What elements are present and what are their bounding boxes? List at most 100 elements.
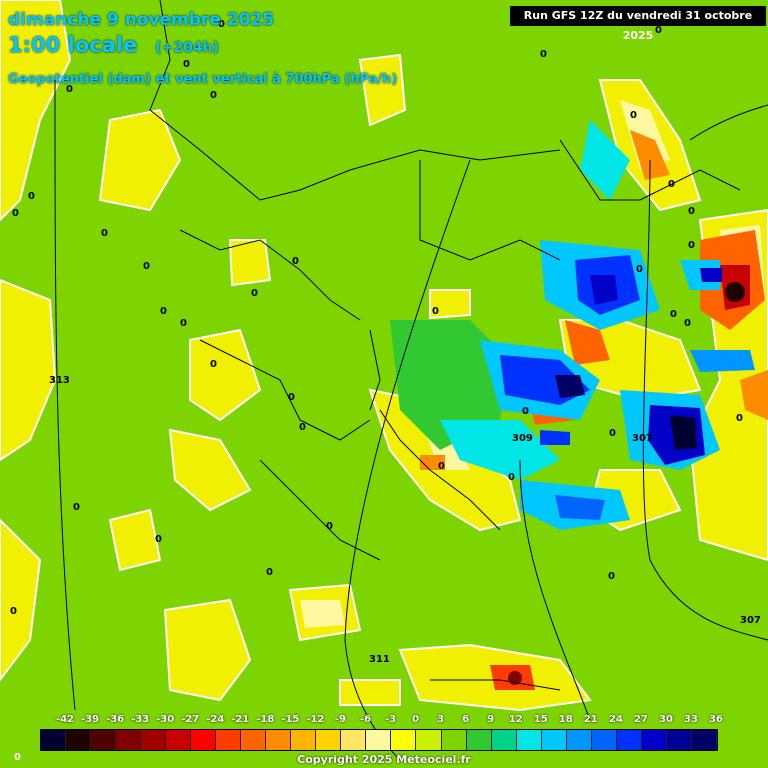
colorbar-swatch [216,730,242,750]
colorbar-tick: -3 [384,714,397,725]
colorbar-tick: -9 [334,714,346,725]
colorbar-swatch [491,730,517,750]
colorbar-tick: 0 [412,714,420,725]
contour-label-313: 313 [49,375,70,386]
contour-label: 0 [101,228,108,239]
contour-label: 0 [668,179,675,190]
colorbar-swatch [41,730,67,750]
contour-label: 0 [288,392,295,403]
contour-label: 0 [684,318,691,329]
colorbar-swatch [516,730,542,750]
colorbar-tick: -42 [55,714,75,725]
contour-label-307: 307 [740,615,761,626]
colorbar-tick: -24 [206,714,225,725]
contour-label: 0 [292,256,299,267]
colorbar-swatch [691,730,717,750]
contour-label: 0 [432,306,439,317]
colorbar-tick: -36 [106,714,125,725]
colorbar-swatch [541,730,567,750]
colorbar-tick: -30 [156,714,175,725]
colorbar-tick: 6 [462,714,470,725]
colorbar-swatch [666,730,692,750]
colorbar-swatch [241,730,267,750]
contour-label-309: 309 [512,433,533,444]
colorbar-swatch [66,730,92,750]
contour-label: 0 [688,206,695,217]
contour-label: 0 [522,406,529,417]
colorbar-tick: 12 [508,714,523,725]
corner-contour-label: 0 [14,752,21,763]
contour-label: 0 [155,534,162,545]
colorbar-tick-labels: -42 -39 -36 -33 -30 -27 -24 -21 -18 -15 -12 -9 -6 -3 0… [40,714,723,728]
contour-label: 0 [160,306,167,317]
colorbar-swatch [366,730,392,750]
colorbar-swatch [441,730,467,750]
contour-label: 0 [28,191,35,202]
forecast-time-label: 1:00 locale [8,33,138,57]
colorbar-tick: 21 [583,714,598,725]
contour-label: 0 [210,90,217,101]
contour-label: 0 [636,264,643,275]
colorbar-swatch [291,730,317,750]
copyright: Copyright 2025 Meteociel.fr [297,753,471,766]
colorbar-tick: 30 [658,714,673,725]
colorbar-swatch [141,730,167,750]
colorbar-tick: -12 [306,714,325,725]
contour-label: 0 [326,521,333,532]
contour-label: 0 [540,49,547,60]
contour-label: 0 [12,208,19,219]
contour-label: 0 [736,413,743,424]
colorbar-swatch [166,730,192,750]
colorbar-tick: -15 [281,714,300,725]
colorbar-swatch [341,730,367,750]
colorbar-swatch [566,730,592,750]
colorbar-tick: 36 [709,714,723,725]
colorbar-swatch [191,730,217,750]
contour-label: 0 [438,461,445,472]
strong-descent-zones [420,130,768,690]
colorbar-tick: -6 [359,714,372,725]
colorbar-tick: -33 [131,714,150,725]
colorbar-swatch [91,730,117,750]
contour-label: 0 [183,59,190,70]
contour-label: 0 [73,502,80,513]
contour-label: 0 [266,567,273,578]
colorbar-swatch [266,730,292,750]
contour-label: 0 [655,25,662,36]
contour-label: 0 [688,240,695,251]
colorbar-swatch [591,730,617,750]
field-description: Geopotentiel (dam) et vent vertical à 70… [8,72,398,87]
colorbar-tick: 27 [633,714,648,725]
colorbar-tick: 3 [437,714,445,725]
colorbar-tick: 9 [487,714,495,725]
contour-label: 0 [10,606,17,617]
geopotential-isolines [54,79,768,761]
forecast-date: dimanche 9 novembre 2025 [8,10,275,30]
colorbar-tick: 15 [533,714,548,725]
colorbar-swatch [316,730,342,750]
contour-label-307: 307 [632,433,653,444]
colorbar-tick: 18 [558,714,573,725]
colorbar-tick: 24 [608,714,623,725]
contour-label: 0 [210,359,217,370]
colorbar-tick: -39 [81,714,100,725]
contour-label: 0 [630,110,637,121]
colorbar-swatch [391,730,417,750]
contour-label: 0 [609,428,616,439]
contour-label-311: 311 [369,654,390,665]
colorbar-swatch [641,730,667,750]
colorbar-tick: -21 [231,714,250,725]
contour-label: 0 [218,19,225,30]
contour-label: 0 [508,472,515,483]
contour-label: 0 [251,288,258,299]
country-borders [149,0,741,691]
colorbar-swatch [416,730,442,750]
contour-label: 0 [608,571,615,582]
forecast-offset: (+204h) [155,40,219,56]
forecast-time: 1:00 locale (+204h) [8,33,219,57]
contour-label: 0 [670,309,677,320]
contour-label: 0 [66,84,73,95]
colorbar-tick: 33 [683,714,698,725]
